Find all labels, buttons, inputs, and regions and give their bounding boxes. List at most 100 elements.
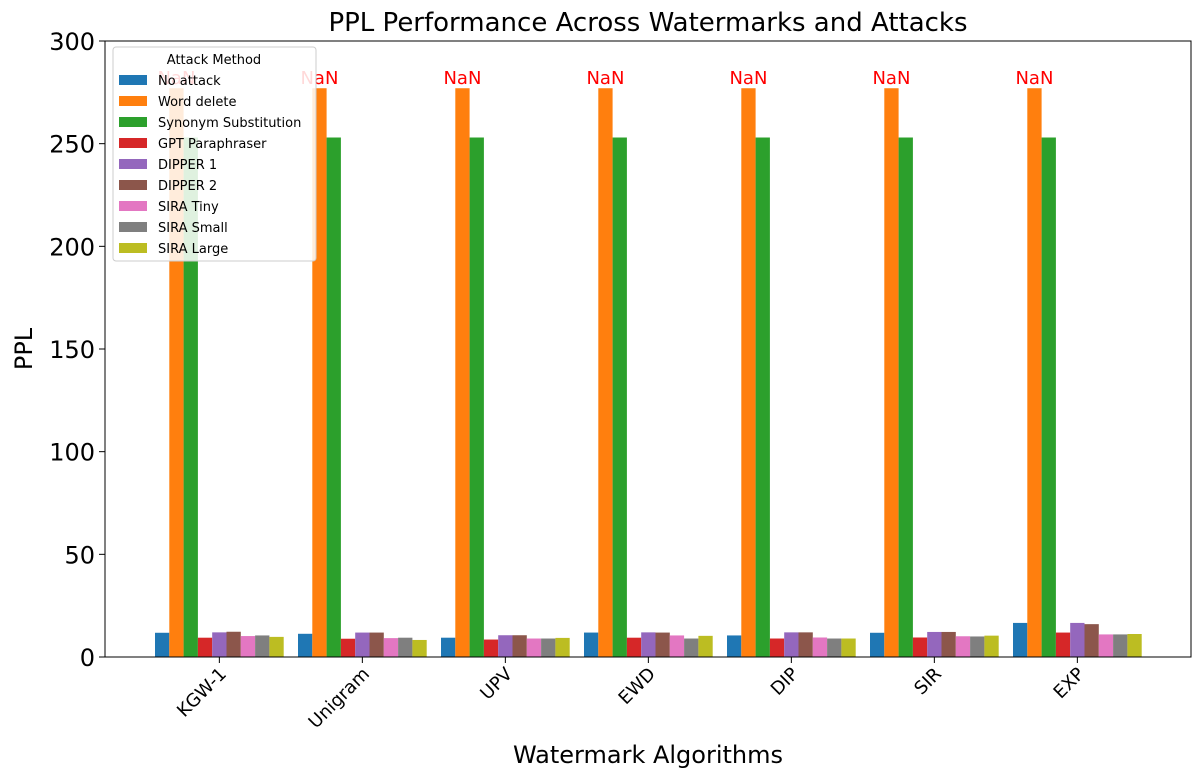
legend-label: SIRA Tiny: [158, 200, 219, 215]
bar: [684, 638, 699, 657]
bar: [412, 639, 427, 657]
legend-swatch: [119, 201, 147, 211]
bar: [155, 632, 170, 657]
bar: [541, 638, 556, 657]
bar: [455, 88, 470, 657]
nan-label: NaN: [872, 68, 910, 89]
bar: [498, 635, 513, 657]
bar: [841, 638, 856, 657]
bar: [197, 637, 213, 657]
bar: [1070, 622, 1085, 657]
bar: [727, 635, 742, 657]
legend-swatch: [119, 243, 147, 253]
bar: [769, 638, 785, 657]
bar: [641, 632, 656, 657]
bar: [784, 632, 799, 657]
legend-swatch: [119, 96, 147, 106]
bar: [212, 632, 227, 657]
bar: [669, 635, 685, 657]
legend-label: Synonym Substitution: [158, 116, 301, 131]
bar: [984, 635, 999, 657]
legend-items: No attack Word delete Synonym Substitution…: [119, 74, 301, 257]
y-tick-label: 300: [49, 28, 95, 56]
bar: [1055, 632, 1071, 657]
bar: [398, 637, 413, 657]
y-axis: 0 50 100 150 200 250 300: [49, 28, 105, 672]
bar: [927, 631, 942, 657]
bar: [483, 639, 499, 657]
bar: [441, 637, 456, 657]
nan-label: NaN: [1015, 68, 1053, 89]
bar: [240, 636, 256, 657]
bar: [1084, 624, 1099, 657]
bar: [612, 137, 627, 658]
y-tick-label: 250: [49, 131, 95, 159]
bar: [469, 137, 484, 658]
bar: [326, 137, 341, 658]
legend-box: [112, 46, 317, 262]
x-axis-title: Watermark Algorithms: [513, 741, 783, 769]
bar: [798, 632, 813, 657]
bar: [340, 638, 356, 657]
y-tick-label: 50: [64, 541, 95, 569]
bar: [383, 638, 399, 657]
bar: [1041, 137, 1056, 658]
legend-title: Attack Method: [167, 53, 261, 68]
bar: [941, 631, 956, 657]
bar: [598, 88, 613, 657]
legend-swatch: [119, 222, 147, 232]
y-tick-label: 0: [80, 644, 95, 672]
bar: [512, 635, 527, 657]
y-axis-title: PPL: [10, 327, 38, 370]
legend-swatch: [119, 159, 147, 169]
bar: [755, 137, 770, 658]
legend-label: Word delete: [158, 95, 237, 110]
bar: [626, 637, 642, 657]
bar: [183, 137, 198, 658]
bar: [584, 632, 599, 657]
nan-label: NaN: [729, 68, 767, 89]
legend-swatch: [119, 180, 147, 190]
bar: [970, 636, 985, 657]
chart-title: PPL Performance Across Watermarks and At…: [328, 8, 967, 38]
legend-label: No attack: [158, 74, 221, 89]
bar: [555, 637, 570, 657]
bar: [884, 88, 899, 657]
y-tick-label: 150: [49, 336, 95, 364]
bar: [741, 88, 756, 657]
legend-swatch: [119, 75, 147, 85]
legend-label: SIRA Large: [158, 242, 228, 257]
nan-label: NaN: [443, 68, 481, 89]
bar: [1027, 88, 1042, 657]
y-tick-label: 100: [49, 439, 95, 467]
legend-label: SIRA Small: [158, 221, 228, 236]
bar: [269, 636, 284, 657]
bar: [255, 635, 270, 657]
legend-label: GPT Paraphraser: [158, 137, 267, 152]
bar: [1098, 634, 1114, 657]
legend-label: DIPPER 2: [158, 179, 217, 194]
legend-label: DIPPER 1: [158, 158, 217, 173]
bar: [912, 637, 928, 657]
bar: [698, 635, 713, 657]
bar: [898, 137, 913, 658]
bar: [1127, 634, 1142, 657]
legend-swatch: [119, 138, 147, 148]
bar: [355, 632, 370, 657]
nan-label: NaN: [586, 68, 624, 89]
bar: [827, 638, 842, 657]
bar: [870, 632, 885, 657]
bar: [1113, 634, 1128, 657]
bars-group: [155, 88, 1142, 658]
bar: [812, 637, 828, 657]
legend: Attack Method No attack Word delete Synony…: [112, 46, 317, 262]
bar: [298, 633, 313, 657]
plot-frame: [104, 40, 1192, 658]
y-tick-label: 200: [49, 233, 95, 261]
bar: [1013, 622, 1028, 657]
bar: [369, 632, 384, 657]
bar: [955, 636, 971, 657]
bar: [526, 638, 542, 657]
bar: [226, 631, 241, 657]
